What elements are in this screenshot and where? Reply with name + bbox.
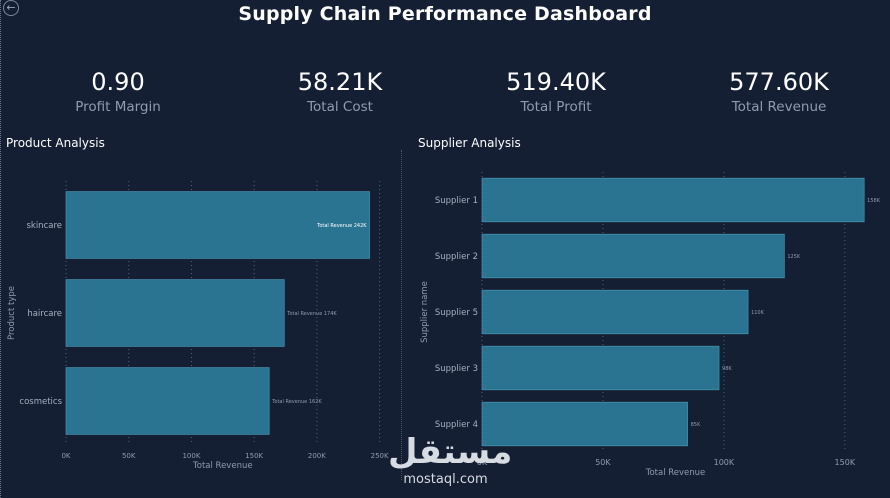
data-label: Total Revenue 162K [271, 399, 322, 405]
kpi-value: 577.60K [729, 68, 829, 96]
category-label: Supplier 5 [435, 308, 478, 318]
data-label: 125K [787, 254, 801, 260]
category-label: Supplier 1 [435, 196, 478, 206]
bar [65, 279, 285, 347]
bar [65, 191, 370, 259]
category-label: skincare [26, 221, 62, 231]
product-analysis-title: Product Analysis [6, 136, 105, 150]
kpi-value: 0.90 [91, 68, 145, 96]
supplier-analysis-title: Supplier Analysis [418, 136, 521, 150]
category-label: haircare [27, 309, 62, 319]
kpi-card-total-revenue: 577.60K Total Revenue [679, 66, 879, 116]
bar [65, 367, 270, 435]
kpi-label: Total Profit [520, 99, 592, 115]
mostaql-watermark: مستقل mostaql.com [388, 432, 513, 498]
x-tick-label: 100K [714, 458, 735, 467]
y-axis-title: Product type [7, 286, 17, 340]
data-label: 85K [691, 422, 701, 428]
y-axis-title: Supplier name [420, 281, 430, 343]
x-axis-title: Total Revenue [192, 461, 253, 471]
kpi-value: 519.40K [506, 68, 606, 96]
product-bar-chart: 0K 50K 100K 150K 200K 250K skincare Total Reven… [7, 181, 389, 471]
kpi-value: 58.21K [297, 68, 383, 96]
watermark-arabic: مستقل [388, 432, 513, 472]
data-label: 110K [751, 310, 765, 316]
bar [481, 177, 865, 223]
kpi-card-total-profit: 519.40K Total Profit [456, 66, 656, 116]
data-label: 98K [722, 366, 732, 372]
x-tick-label: 0K [477, 458, 488, 467]
x-tick-label: 150K [245, 452, 263, 460]
category-label: cosmetics [19, 397, 62, 407]
back-arrow-icon[interactable]: ← [3, 0, 19, 16]
x-tick-label: 250K [371, 452, 389, 460]
x-tick-label: 200K [308, 452, 326, 460]
x-tick-label: 100K [182, 452, 200, 460]
data-label: 158K [867, 198, 881, 204]
kpi-card-total-cost: 58.21K Total Cost [240, 66, 440, 116]
watermark-latin: mostaql.com [403, 472, 488, 487]
bar [481, 289, 749, 335]
bar [481, 345, 720, 391]
panel-divider [401, 150, 402, 480]
category-label: Supplier 3 [435, 364, 478, 374]
category-label: Supplier 2 [435, 252, 478, 262]
x-tick-label: 0K [61, 452, 70, 460]
dashboard-title: Supply Chain Performance Dashboard [238, 3, 652, 25]
bar [481, 233, 785, 279]
x-tick-label: 50K [595, 458, 611, 467]
kpi-label: Profit Margin [75, 99, 161, 115]
category-label: Supplier 4 [435, 420, 478, 430]
data-label: Total Revenue 242K [316, 223, 367, 229]
kpi-label: Total Cost [307, 99, 373, 115]
kpi-card-profit-margin: 0.90 Profit Margin [18, 66, 218, 116]
bar [481, 401, 688, 447]
kpi-label: Total Revenue [731, 99, 827, 115]
x-axis-title: Total Revenue [645, 468, 706, 478]
x-tick-label: 150K [835, 458, 856, 467]
data-label: Total Revenue 174K [286, 311, 337, 317]
x-tick-label: 50K [122, 452, 136, 460]
